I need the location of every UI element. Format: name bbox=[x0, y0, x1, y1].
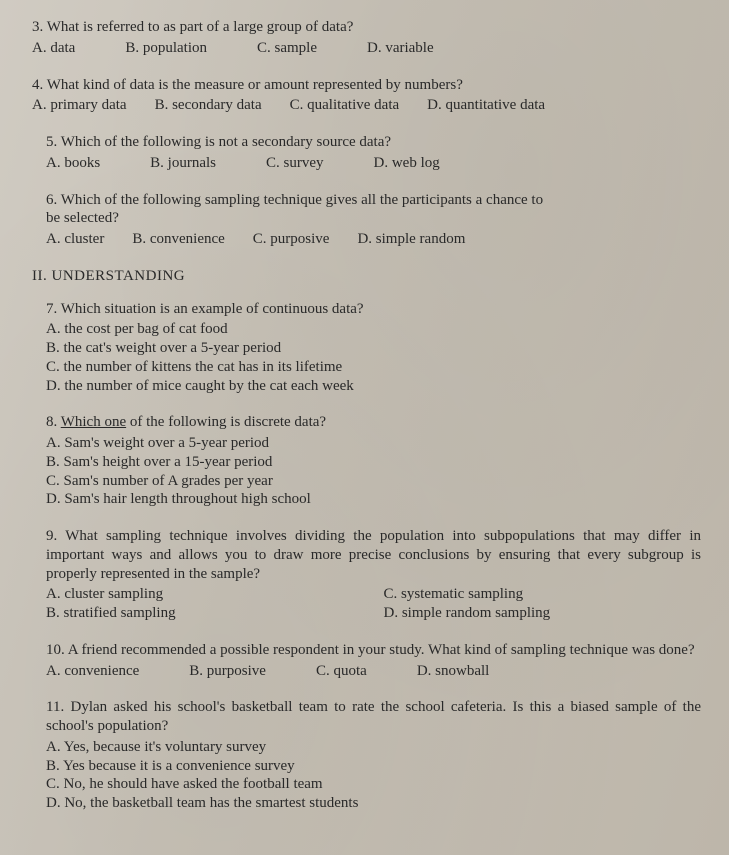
question-number: 6. bbox=[46, 192, 57, 208]
question-text: Which of the following sampling techniqu… bbox=[61, 192, 543, 208]
question-7: 7. Which situation is an example of cont… bbox=[32, 300, 701, 396]
question-number: 10. bbox=[46, 642, 65, 658]
question-text: What sampling technique involves dividin… bbox=[46, 528, 701, 582]
option-d: D. simple random bbox=[357, 230, 465, 249]
question-text: Dylan asked his school's basketball team… bbox=[46, 699, 701, 734]
option-b: B. journals bbox=[150, 154, 216, 173]
option-d: D. No, the basketball team has the smart… bbox=[46, 794, 701, 813]
option-d: D. snowball bbox=[417, 662, 490, 681]
question-stem: 6. Which of the following sampling techn… bbox=[46, 191, 701, 229]
question-text: Which of the following is not a secondar… bbox=[61, 134, 391, 150]
question-number: 5. bbox=[46, 134, 57, 150]
question-stem: 3. What is referred to as part of a larg… bbox=[32, 18, 701, 37]
question-options: A. books B. journals C. survey D. web lo… bbox=[46, 154, 701, 173]
option-c: C. quota bbox=[316, 662, 367, 681]
question-8: 8. Which one of the following is discret… bbox=[32, 413, 701, 509]
option-a: A. Sam's weight over a 5-year period bbox=[46, 434, 701, 453]
question-stem: 5. Which of the following is not a secon… bbox=[46, 133, 701, 152]
option-a: A. cluster bbox=[46, 230, 104, 249]
question-stem: 11. Dylan asked his school's basketball … bbox=[46, 698, 701, 736]
option-d: D. simple random sampling bbox=[384, 604, 702, 623]
question-9: 9. What sampling technique involves divi… bbox=[32, 527, 701, 623]
question-stem: 4. What kind of data is the measure or a… bbox=[32, 76, 701, 95]
question-4: 4. What kind of data is the measure or a… bbox=[32, 76, 701, 116]
option-c: C. No, he should have asked the football… bbox=[46, 775, 701, 794]
option-b: B. Sam's height over a 15-year period bbox=[46, 453, 701, 472]
question-options: A. convenience B. purposive C. quota D. … bbox=[46, 662, 701, 681]
question-stem: 10. A friend recommended a possible resp… bbox=[46, 641, 701, 660]
option-b: B. population bbox=[125, 39, 207, 58]
option-c: C. Sam's number of A grades per year bbox=[46, 472, 701, 491]
question-text: What kind of data is the measure or amou… bbox=[47, 77, 463, 93]
option-c: C. purposive bbox=[253, 230, 330, 249]
option-d: D. quantitative data bbox=[427, 96, 545, 115]
option-a: A. the cost per bag of cat food bbox=[46, 320, 701, 339]
option-b: B. Yes because it is a convenience surve… bbox=[46, 757, 701, 776]
question-stem: 8. Which one of the following is discret… bbox=[46, 413, 701, 432]
question-options: A. data B. population C. sample D. varia… bbox=[32, 39, 701, 58]
question-6: 6. Which of the following sampling techn… bbox=[32, 191, 701, 249]
option-b: B. the cat's weight over a 5-year period bbox=[46, 339, 701, 358]
worksheet-page: 3. What is referred to as part of a larg… bbox=[0, 0, 729, 855]
question-text: Which situation is an example of continu… bbox=[61, 301, 364, 317]
question-text-underlined: Which one bbox=[61, 414, 126, 430]
question-11: 11. Dylan asked his school's basketball … bbox=[32, 698, 701, 813]
section-header: II. UNDERSTANDING bbox=[32, 267, 701, 286]
question-text: A friend recommended a possible responde… bbox=[68, 642, 695, 658]
option-a: A. cluster sampling bbox=[46, 585, 364, 604]
question-number: 3. bbox=[32, 19, 43, 35]
option-d: D. web log bbox=[374, 154, 440, 173]
option-a: A. Yes, because it's voluntary survey bbox=[46, 738, 701, 757]
option-b: B. convenience bbox=[132, 230, 224, 249]
question-options: A. the cost per bag of cat food B. the c… bbox=[46, 320, 701, 395]
option-d: D. variable bbox=[367, 39, 434, 58]
option-c: C. qualitative data bbox=[290, 96, 400, 115]
question-options: A. Yes, because it's voluntary survey B.… bbox=[46, 738, 701, 813]
question-5: 5. Which of the following is not a secon… bbox=[32, 133, 701, 173]
question-options: A. primary data B. secondary data C. qua… bbox=[32, 96, 701, 115]
option-a: A. primary data bbox=[32, 96, 127, 115]
question-options: A. cluster B. convenience C. purposive D… bbox=[46, 230, 701, 249]
question-number: 4. bbox=[32, 77, 43, 93]
question-text: of the following is discrete data? bbox=[126, 414, 326, 430]
option-c: C. the number of kittens the cat has in … bbox=[46, 358, 701, 377]
question-text: What is referred to as part of a large g… bbox=[47, 19, 354, 35]
question-stem: 9. What sampling technique involves divi… bbox=[46, 527, 701, 583]
question-10: 10. A friend recommended a possible resp… bbox=[32, 641, 701, 681]
option-d: D. the number of mice caught by the cat … bbox=[46, 377, 701, 396]
option-a: A. books bbox=[46, 154, 100, 173]
question-options: A. Sam's weight over a 5-year period B. … bbox=[46, 434, 701, 509]
question-number: 11. bbox=[46, 699, 64, 715]
question-number: 7. bbox=[46, 301, 57, 317]
question-options: A. cluster sampling C. systematic sampli… bbox=[46, 585, 701, 623]
option-b: B. stratified sampling bbox=[46, 604, 364, 623]
option-a: A. convenience bbox=[46, 662, 139, 681]
question-number: 8. bbox=[46, 414, 57, 430]
option-c: C. systematic sampling bbox=[384, 585, 702, 604]
question-stem: 7. Which situation is an example of cont… bbox=[46, 300, 701, 319]
question-number: 9. bbox=[46, 528, 57, 544]
question-3: 3. What is referred to as part of a larg… bbox=[32, 18, 701, 58]
option-c: C. survey bbox=[266, 154, 324, 173]
question-text-cont: be selected? bbox=[46, 210, 119, 226]
option-b: B. secondary data bbox=[155, 96, 262, 115]
option-b: B. purposive bbox=[189, 662, 266, 681]
option-d: D. Sam's hair length throughout high sch… bbox=[46, 490, 701, 509]
option-a: A. data bbox=[32, 39, 75, 58]
option-c: C. sample bbox=[257, 39, 317, 58]
